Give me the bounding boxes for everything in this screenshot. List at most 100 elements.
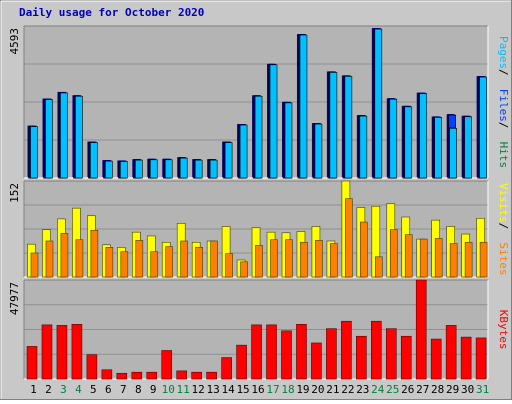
day-label-5: 5 <box>90 383 97 396</box>
bar-sites-20 <box>315 240 323 278</box>
bar-sites-7 <box>120 251 129 278</box>
max-label-usage-bottom: 47977 <box>8 282 21 315</box>
bar-kbytes-13 <box>206 371 217 380</box>
bar-kbytes-29 <box>445 325 457 380</box>
legend-pages: Pages <box>497 36 510 69</box>
day-label-21: 21 <box>326 383 339 396</box>
bar-sites-22 <box>345 198 353 278</box>
bar-kbytes-5 <box>86 354 98 380</box>
bar-sites-26 <box>404 234 413 278</box>
bar-pages-18 <box>284 102 293 179</box>
day-label-15: 15 <box>236 383 249 396</box>
bar-sites-21 <box>330 243 338 278</box>
day-label-30: 30 <box>461 383 474 396</box>
bar-pages-27 <box>419 93 428 179</box>
bar-sites-15 <box>240 261 248 278</box>
day-label-25: 25 <box>386 383 399 396</box>
bar-pages-9 <box>149 159 158 179</box>
legend-sep-0: / <box>497 122 510 129</box>
legend-sep-0: / <box>497 223 510 230</box>
bar-sites-14 <box>225 253 233 278</box>
bar-sites-19 <box>300 241 308 278</box>
bar-pages-6 <box>105 160 113 179</box>
day-label-23: 23 <box>356 383 369 396</box>
day-label-29: 29 <box>446 383 459 396</box>
bar-pages-21 <box>329 72 338 179</box>
bar-pages-11 <box>179 157 188 179</box>
bar-kbytes-21 <box>326 328 337 380</box>
bar-kbytes-16 <box>251 324 262 380</box>
bar-sites-1 <box>30 252 39 278</box>
bar-kbytes-14 <box>221 357 232 380</box>
bar-sites-17 <box>270 239 278 278</box>
day-label-6: 6 <box>105 383 112 396</box>
bar-pages-7 <box>120 161 128 179</box>
bar-kbytes-23 <box>356 335 367 380</box>
day-label-13: 13 <box>207 383 220 396</box>
day-label-26: 26 <box>401 383 414 396</box>
bar-sites-25 <box>389 229 398 278</box>
bar-kbytes-2 <box>41 324 53 380</box>
bar-sites-27 <box>419 238 428 278</box>
legend-hits: Hits <box>497 142 510 169</box>
day-label-8: 8 <box>135 383 142 396</box>
day-label-24: 24 <box>371 383 385 396</box>
bar-sites-31 <box>479 241 488 278</box>
day-label-11: 11 <box>177 383 190 396</box>
bar-kbytes-6 <box>101 369 113 380</box>
day-label-28: 28 <box>431 383 444 396</box>
day-label-12: 12 <box>192 383 205 396</box>
bar-sites-5 <box>90 229 99 278</box>
day-label-27: 27 <box>416 383 429 396</box>
bar-sites-6 <box>105 247 114 278</box>
day-label-7: 7 <box>120 383 127 396</box>
bar-sites-18 <box>285 239 293 278</box>
bar-kbytes-7 <box>116 372 128 380</box>
bar-sites-2 <box>45 240 54 278</box>
day-label-14: 14 <box>221 383 235 396</box>
legend-kbytes: KBytes <box>497 310 510 350</box>
bar-kbytes-17 <box>266 324 277 380</box>
bar-pages-10 <box>164 159 173 179</box>
bar-sites-4 <box>75 239 84 278</box>
bar-pages-5 <box>90 142 98 179</box>
bar-sites-29 <box>449 243 458 278</box>
bar-pages-25 <box>389 98 398 179</box>
bar-pages-19 <box>299 34 308 179</box>
bar-pages-14 <box>224 142 233 179</box>
day-label-9: 9 <box>150 383 157 396</box>
bar-kbytes-3 <box>56 325 68 380</box>
day-label-31: 31 <box>476 383 489 396</box>
bar-kbytes-22 <box>341 320 352 380</box>
bar-sites-28 <box>434 238 443 278</box>
bar-kbytes-10 <box>161 350 173 380</box>
bar-pages-4 <box>75 95 83 179</box>
bar-pages-17 <box>269 64 278 179</box>
bar-kbytes-12 <box>191 371 202 380</box>
bar-kbytes-26 <box>400 335 412 380</box>
bar-pages-15 <box>239 124 248 179</box>
bar-kbytes-30 <box>460 336 472 380</box>
day-label-22: 22 <box>341 383 354 396</box>
legend-files: Files <box>497 89 510 122</box>
bar-pages-3 <box>60 92 68 179</box>
bar-sites-9 <box>150 251 159 278</box>
legend-visits: Visits <box>497 183 510 223</box>
legend-sep-1: / <box>497 69 510 76</box>
bar-kbytes-11 <box>176 370 187 380</box>
bar-pages-28 <box>434 117 442 179</box>
bar-sites-3 <box>60 233 69 278</box>
bar-pages-16 <box>254 95 263 179</box>
bar-kbytes-4 <box>71 324 83 380</box>
bar-sites-12 <box>195 247 203 278</box>
legend-sites: Sites <box>497 242 510 275</box>
bar-sites-24 <box>375 256 383 278</box>
bar-pages-22 <box>344 76 353 179</box>
bar-sites-30 <box>464 241 473 278</box>
bar-pages-8 <box>134 159 143 179</box>
bar-sites-13 <box>210 240 218 278</box>
day-label-2: 2 <box>45 383 52 396</box>
bar-kbytes-8 <box>131 371 143 380</box>
